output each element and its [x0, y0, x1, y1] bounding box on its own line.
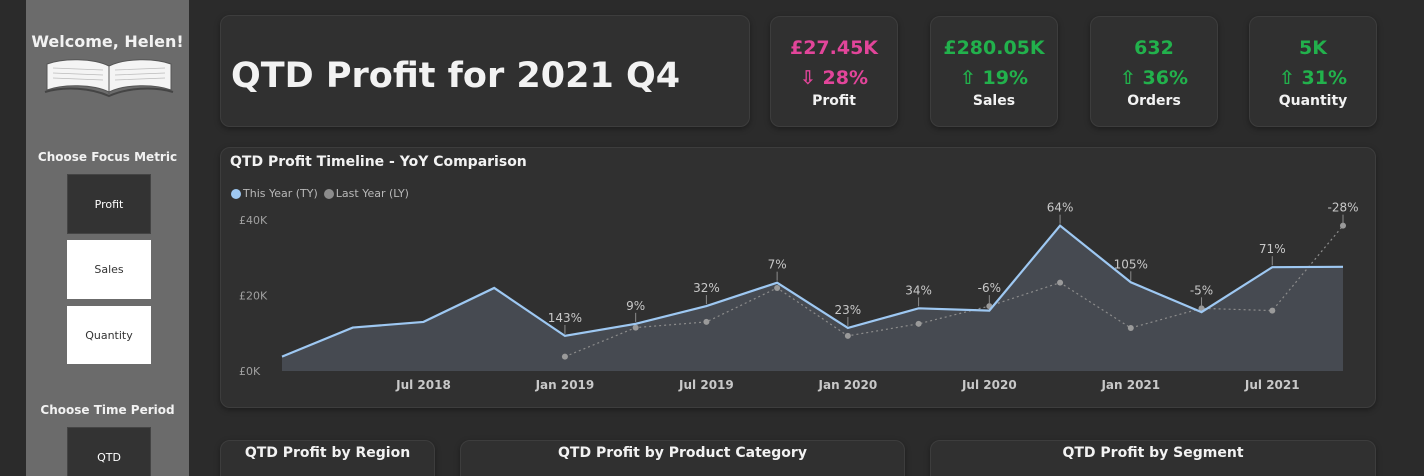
yoy-data-label: 9%: [626, 299, 645, 313]
ty-area: [282, 225, 1343, 371]
open-book-icon: [44, 59, 174, 98]
y-tick-label: £20K: [239, 290, 268, 303]
y-tick-label: £0K: [239, 365, 261, 378]
yoy-data-label: 23%: [835, 303, 862, 317]
kpi-value: £280.05K: [943, 37, 1045, 59]
kpi-value: £27.45K: [789, 37, 879, 59]
category-title: QTD Profit by Product Category: [558, 445, 807, 461]
chart-legend[interactable]: This Year (TY) Last Year (LY): [231, 187, 409, 200]
ly-data-point: [1198, 305, 1205, 312]
sidebar: Welcome, Helen! Choose Focus Metric Prof…: [26, 0, 189, 476]
page-title: QTD Profit for 2021 Q4: [231, 56, 681, 96]
yoy-data-label: 71%: [1259, 242, 1286, 256]
kpi-card-orders: 632 ⇧ 36% Orders: [1090, 16, 1218, 127]
metric-profit-button[interactable]: Profit: [67, 174, 151, 234]
yoy-data-label: 105%: [1114, 257, 1148, 271]
kpi-card-sales: £280.05K ⇧ 19% Sales: [930, 16, 1058, 127]
yoy-data-label: 32%: [693, 281, 720, 295]
yoy-data-label: 34%: [905, 283, 932, 297]
ty-series-line: [281, 224, 1344, 358]
welcome-text: Welcome, Helen!: [31, 32, 184, 51]
title-card: QTD Profit for 2021 Q4: [220, 15, 750, 127]
legend-item-ly[interactable]: Last Year (LY): [323, 187, 409, 200]
ly-data-point: [1269, 307, 1276, 314]
kpi-change: ⇧ 19%: [959, 67, 1028, 89]
metric-sales-button[interactable]: Sales: [67, 240, 151, 299]
kpi-card-profit: £27.45K ⇩ 28% Profit: [770, 16, 898, 127]
yoy-data-label: -5%: [1190, 283, 1213, 297]
chart-title: QTD Profit Timeline - YoY Comparison: [230, 154, 527, 170]
yoy-data-label: 143%: [548, 311, 582, 325]
kpi-change: ⇧ 36%: [1119, 67, 1188, 89]
profit-timeline-card: £0K £20K £40K Jul 2018 Jan 2019 Jul 2019 Jan 2…: [220, 147, 1376, 408]
y-tick-label: £40K: [239, 214, 268, 227]
focus-metric-label: Choose Focus Metric: [37, 150, 178, 164]
legend-item-ty[interactable]: This Year (TY): [231, 187, 318, 200]
x-tick-label: Jul 2021: [1244, 378, 1300, 392]
yoy-data-label: -28%: [1327, 201, 1358, 215]
segment-card: QTD Profit by Segment: [930, 440, 1376, 476]
x-tick-label: Jul 2019: [678, 378, 734, 392]
x-tick-label: Jan 2020: [818, 378, 878, 392]
kpi-value: 632: [1134, 37, 1174, 59]
kpi-value: 5K: [1299, 37, 1327, 59]
kpi-label: Quantity: [1278, 93, 1348, 109]
ly-data-point: [703, 318, 710, 325]
kpi-change: ⇩ 28%: [799, 67, 868, 89]
kpi-card-quantity: 5K ⇧ 31% Quantity: [1249, 16, 1377, 127]
period-qtd-button[interactable]: QTD: [67, 427, 151, 476]
legend-label: Last Year (LY): [335, 187, 409, 200]
profit-timeline-chart[interactable]: £0K £20K £40K Jul 2018 Jan 2019 Jul 2019 Jan 2…: [221, 148, 1377, 409]
kpi-label: Orders: [1127, 93, 1181, 109]
region-title: QTD Profit by Region: [244, 445, 411, 461]
ly-series-line: [564, 225, 1344, 358]
ly-data-point: [844, 332, 851, 339]
ly-data-point: [774, 284, 781, 291]
legend-dot-icon: [231, 188, 241, 199]
time-period-label: Choose Time Period: [40, 403, 175, 417]
ly-data-point: [1127, 324, 1134, 331]
x-tick-label: Jan 2021: [1100, 378, 1160, 392]
legend-label: This Year (TY): [243, 187, 318, 200]
category-card: QTD Profit by Product Category: [460, 440, 905, 476]
x-tick-label: Jul 2020: [961, 378, 1017, 392]
segment-title: QTD Profit by Segment: [1062, 445, 1244, 461]
ly-data-point: [632, 324, 639, 331]
region-card: QTD Profit by Region: [220, 440, 435, 476]
yoy-data-label: 64%: [1047, 201, 1074, 215]
ly-data-point: [561, 353, 568, 360]
legend-dot-icon: [323, 188, 334, 199]
x-tick-label: Jan 2019: [535, 378, 595, 392]
yoy-data-label: -6%: [978, 281, 1001, 295]
yoy-data-label: 7%: [768, 258, 787, 272]
x-tick-label: Jul 2018: [395, 378, 451, 392]
kpi-label: Profit: [812, 93, 856, 109]
ly-data-point: [915, 320, 922, 327]
ly-data-point: [1057, 279, 1064, 286]
kpi-label: Sales: [972, 93, 1016, 109]
kpi-change: ⇧ 31%: [1278, 67, 1347, 89]
ly-data-point: [1340, 222, 1346, 229]
metric-quantity-button[interactable]: Quantity: [67, 306, 151, 364]
